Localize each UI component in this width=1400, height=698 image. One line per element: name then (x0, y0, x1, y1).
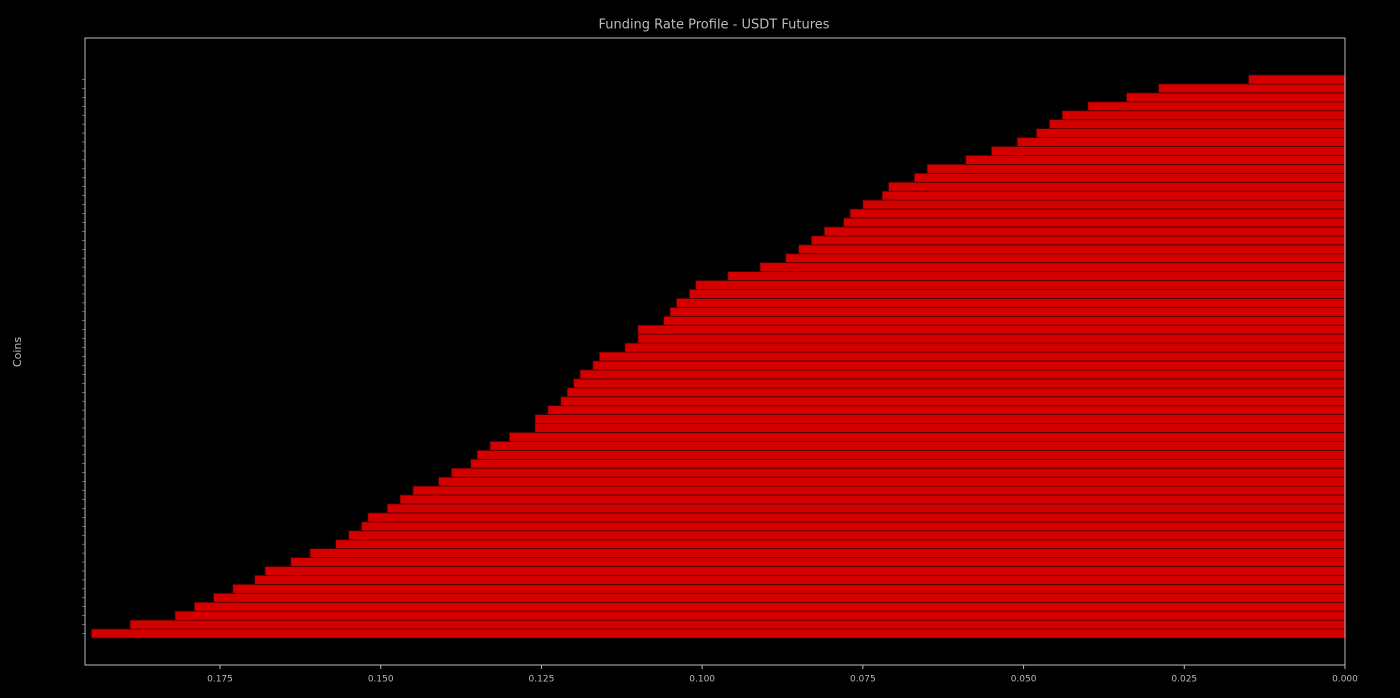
bar (913, 172, 1346, 183)
bar (508, 432, 1346, 442)
bar (367, 512, 1346, 523)
bar (965, 155, 1346, 165)
bar (669, 306, 1346, 317)
bar (759, 262, 1346, 273)
bar (412, 485, 1346, 496)
bar (862, 199, 1346, 210)
bar (290, 557, 1346, 567)
bar (1158, 83, 1346, 94)
bar (1016, 137, 1346, 147)
bar (849, 208, 1346, 219)
bar (451, 467, 1346, 478)
bar (688, 289, 1346, 299)
bar (1061, 110, 1346, 121)
bar (361, 521, 1346, 532)
x-tick-label: 0.175 (207, 675, 233, 685)
bar (213, 592, 1346, 603)
x-tick-label: 0.050 (1011, 675, 1037, 685)
bar (534, 414, 1346, 424)
bar (881, 190, 1346, 201)
bar (254, 575, 1346, 585)
bar (129, 619, 1346, 630)
bar (624, 342, 1346, 353)
bar (470, 458, 1346, 469)
chart-title: Funding Rate Profile - USDT Futures (598, 18, 829, 33)
bar (489, 440, 1346, 451)
bar (309, 548, 1346, 558)
bar (798, 244, 1346, 255)
bar (811, 235, 1346, 246)
bar (1036, 128, 1346, 138)
bar (91, 628, 1346, 639)
bar (843, 217, 1346, 228)
plot-frame (84, 37, 1346, 666)
bar (1248, 74, 1346, 85)
bar (335, 539, 1346, 550)
bar (676, 298, 1346, 308)
bar (174, 610, 1346, 621)
bar (888, 181, 1346, 192)
bar (823, 226, 1346, 237)
bar (193, 601, 1346, 612)
x-tick-label: 0.100 (689, 675, 715, 685)
bar (566, 387, 1346, 398)
bar (695, 280, 1346, 290)
y-axis-label: Coins (11, 337, 24, 367)
bar (1087, 101, 1346, 112)
bar (560, 396, 1346, 407)
x-tick-label: 0.075 (850, 675, 876, 685)
bar (598, 351, 1346, 362)
bar (547, 405, 1346, 415)
bar (438, 476, 1346, 487)
x-tick-label: 0.125 (529, 675, 555, 685)
bar (727, 271, 1346, 281)
bar (573, 378, 1346, 389)
bar (663, 315, 1346, 326)
bar (785, 253, 1346, 264)
x-tick-label: 0.150 (368, 675, 394, 685)
bar (926, 163, 1346, 174)
bar (348, 530, 1346, 541)
bar (476, 449, 1346, 460)
bar (592, 360, 1346, 371)
x-tick-label: 0.000 (1332, 675, 1358, 685)
bar (264, 566, 1346, 576)
bar (1126, 92, 1346, 103)
bar (386, 503, 1346, 514)
bar (232, 583, 1346, 594)
bar (991, 146, 1346, 156)
bar (579, 369, 1346, 380)
x-tick-label: 0.025 (1171, 675, 1197, 685)
bar (1048, 119, 1346, 130)
bar (534, 423, 1346, 433)
bar (637, 333, 1346, 344)
bar (637, 324, 1346, 335)
bar (399, 494, 1346, 505)
